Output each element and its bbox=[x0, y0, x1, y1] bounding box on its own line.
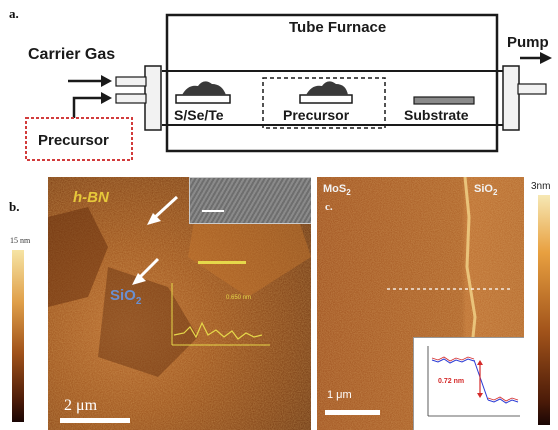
arrow-icon-1 bbox=[147, 195, 179, 225]
boat-precursor bbox=[299, 94, 353, 104]
zone-label-precursor: Precursor bbox=[283, 107, 350, 123]
scale-bar-c bbox=[325, 410, 380, 415]
panel-b-label: b. bbox=[9, 199, 20, 214]
sio2-label-c: SiO2 bbox=[474, 183, 498, 198]
tube-furnace-schematic bbox=[25, 13, 552, 161]
colorbar-c bbox=[538, 195, 550, 425]
pump-label: Pump bbox=[507, 34, 549, 51]
sio2-label-b: SiO2 bbox=[110, 287, 142, 307]
zone-label-substrate: Substrate bbox=[404, 107, 469, 123]
precursor-feed-line bbox=[72, 96, 84, 118]
carrier-arrow-bottom bbox=[101, 92, 112, 104]
carrier-gas-label: Carrier Gas bbox=[28, 46, 116, 63]
afm-image-mos2: c. MoS2 SiO2 1 μm 0.72 nm bbox=[317, 177, 524, 430]
substrate-plate bbox=[413, 96, 475, 105]
right-flange bbox=[502, 65, 520, 131]
tem-inset bbox=[189, 177, 311, 224]
furnace-title: Tube Furnace bbox=[289, 19, 387, 36]
precursor-feed-box bbox=[25, 117, 133, 161]
tem-inset-scalebar bbox=[202, 210, 224, 212]
precursor-feed-label: Precursor bbox=[38, 132, 109, 149]
carrier-arrow-top bbox=[101, 75, 112, 87]
zone-label-sulfur: S/Se/Te bbox=[174, 107, 224, 123]
pump-arrow bbox=[540, 52, 552, 64]
hbn-label-text: h-BN bbox=[73, 189, 109, 206]
step-height-value: 0.72 nm bbox=[438, 378, 465, 385]
right-outlet-pipe bbox=[517, 83, 547, 95]
furnace-box bbox=[165, 13, 499, 153]
scale-bar-b bbox=[60, 418, 130, 423]
scale-bar-b-text: 2 μm bbox=[64, 397, 98, 414]
left-inlet-pipe-bottom bbox=[115, 93, 147, 104]
step-height-plot bbox=[427, 346, 520, 417]
precursor-zone-dashed bbox=[262, 77, 386, 129]
hbn-label: h-BN bbox=[73, 189, 109, 206]
panel-c-label: c. bbox=[325, 201, 333, 213]
left-inlet-pipe-top bbox=[115, 76, 147, 87]
colorbar-b-label: 15 nm bbox=[10, 236, 31, 245]
inset-height-value: 0.650 nm bbox=[226, 295, 252, 301]
left-flange bbox=[144, 65, 162, 131]
panel-a-label: a. bbox=[9, 6, 19, 21]
profile-line bbox=[198, 261, 246, 264]
powder-precursor bbox=[306, 81, 348, 95]
arrow-icon-2 bbox=[132, 257, 160, 285]
step-height-inset: 0.72 nm bbox=[413, 337, 524, 430]
colorbar-b bbox=[12, 250, 24, 422]
boat-sulfur bbox=[175, 94, 231, 104]
colorbar-c-label: 3nm bbox=[531, 181, 551, 192]
mos2-label: MoS2 bbox=[323, 183, 351, 198]
powder-sulfur bbox=[182, 81, 226, 95]
afm-image-hbn: 0.650 nm h-BN SiO2 2 μm bbox=[48, 177, 311, 430]
height-profile-inset bbox=[171, 283, 270, 346]
scale-bar-c-text: 1 μm bbox=[327, 389, 352, 401]
